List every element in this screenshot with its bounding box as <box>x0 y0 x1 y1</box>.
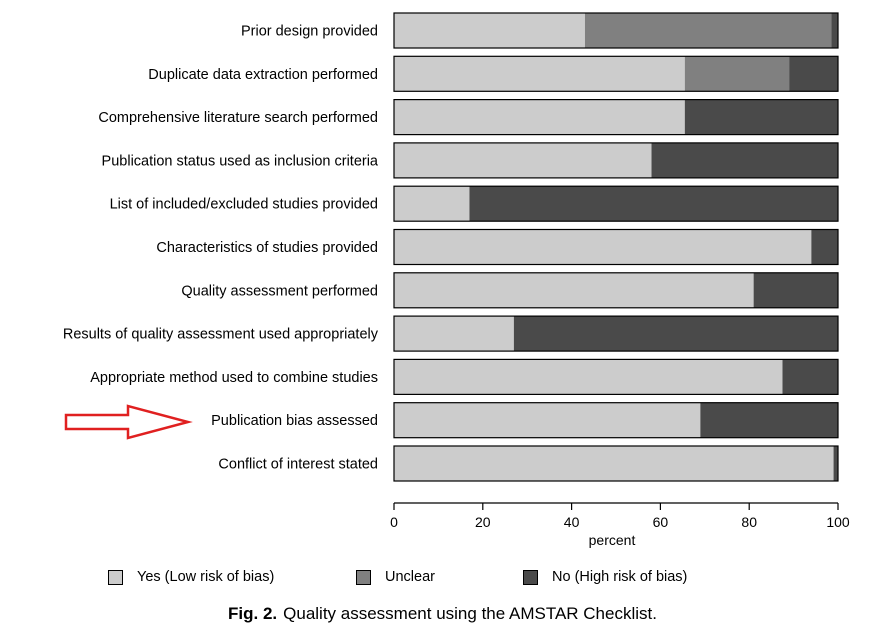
category-label-duplicate-data-extraction-performed: Duplicate data extraction performed <box>148 67 378 83</box>
legend-swatch-no <box>523 569 538 585</box>
bar-outline-characteristics-of-studies-provided <box>393 228 839 266</box>
bar-segment-yes-low-risk-of-bias-publication-status-used-as-inclusion-criteria <box>394 142 652 178</box>
bar-outline-list-of-included-excluded-studies-provided <box>393 185 839 222</box>
category-label-list-of-included-excluded-studies-provided: List of included/excluded studies provid… <box>110 197 378 213</box>
legend-label-yes: Yes (Low risk of bias) <box>137 569 275 585</box>
category-label-conflict-of-interest-stated: Conflict of interest stated <box>218 457 378 473</box>
bar-outline-prior-design-provided <box>393 12 839 49</box>
legend-swatch-unclear <box>356 569 371 585</box>
x-axis: 0 20 40 60 80 100 <box>390 502 850 530</box>
bar-segment-yes-low-risk-of-bias-list-of-included-excluded-studies-provided <box>394 186 470 222</box>
figure-caption: Fig. 2. Quality assessment using the AMST… <box>0 604 885 624</box>
legend-item-unclear: Unclear <box>356 569 435 585</box>
category-label-prior-design-provided: Prior design provided <box>241 24 378 40</box>
bar-outline-results-of-quality-assessment-used-appropriately <box>393 315 839 352</box>
bar-segment-no-high-risk-of-bias-quality-assessment-performed <box>753 272 838 308</box>
bar-segment-no-high-risk-of-bias-publication-bias-assessed <box>700 402 838 438</box>
bars <box>393 12 839 482</box>
legend-swatch-yes <box>108 569 123 585</box>
category-label-characteristics-of-studies-provided: Characteristics of studies provided <box>156 240 378 256</box>
category-label-comprehensive-literature-search-performed: Comprehensive literature search performe… <box>98 110 378 126</box>
bar-segment-yes-low-risk-of-bias-prior-design-provided <box>394 13 585 48</box>
legend-item-yes: Yes (Low risk of bias) <box>108 569 274 585</box>
bar-segment-no-high-risk-of-bias-comprehensive-literature-search-performed <box>684 99 838 135</box>
x-tick-label-20: 20 <box>475 514 491 530</box>
bar-segment-no-high-risk-of-bias-results-of-quality-assessment-used-appropriately <box>513 316 838 352</box>
category-label-publication-bias-assessed: Publication bias assessed <box>211 413 378 429</box>
bar-outline-publication-bias-assessed <box>393 402 839 439</box>
bar-outline-quality-assessment-performed <box>393 272 839 309</box>
x-tick-label-100: 100 <box>826 514 850 530</box>
bar-segment-no-high-risk-of-bias-conflict-of-interest-stated <box>833 446 838 481</box>
category-label-results-of-quality-assessment-used-appropriately: Results of quality assessment used appro… <box>63 327 379 343</box>
bar-segment-no-high-risk-of-bias-list-of-included-excluded-studies-provided <box>469 186 838 222</box>
x-tick-label-80: 80 <box>741 514 757 530</box>
bar-segment-unclear-duplicate-data-extraction-performed <box>684 56 790 92</box>
x-tick-label-60: 60 <box>653 514 669 530</box>
stacked-bar-chart: Prior design provided Duplicate data extr… <box>63 12 850 548</box>
caption-figure-number: Fig. 2. <box>228 604 278 623</box>
bar-outline-conflict-of-interest-stated <box>393 445 839 482</box>
bar-segment-no-high-risk-of-bias-publication-status-used-as-inclusion-criteria <box>651 142 838 178</box>
category-label-quality-assessment-performed: Quality assessment performed <box>181 283 378 299</box>
legend-label-unclear: Unclear <box>385 569 435 585</box>
legend: Yes (Low risk of bias) Unclear No (High … <box>108 569 788 591</box>
bar-segment-yes-low-risk-of-bias-appropriate-method-used-to-combine-studies <box>394 359 783 395</box>
bar-segment-yes-low-risk-of-bias-comprehensive-literature-search-performed <box>394 99 685 135</box>
category-label-publication-status-used-as-inclusion-criteria: Publication status used as inclusion cri… <box>102 153 379 169</box>
caption-text: Quality assessment using the AMSTAR Chec… <box>283 604 657 623</box>
x-tick-label-0: 0 <box>390 514 398 530</box>
legend-label-no: No (High risk of bias) <box>552 569 688 585</box>
bar-segment-yes-low-risk-of-bias-duplicate-data-extraction-performed <box>394 56 685 92</box>
bar-outline-comprehensive-literature-search-performed <box>393 98 839 136</box>
bar-segment-yes-low-risk-of-bias-conflict-of-interest-stated <box>394 446 834 481</box>
bar-outline-publication-status-used-as-inclusion-criteria <box>393 142 839 179</box>
category-label-appropriate-method-used-to-combine-studies: Appropriate method used to combine studi… <box>90 370 378 386</box>
bar-segment-no-high-risk-of-bias-characteristics-of-studies-provided <box>811 229 838 265</box>
category-labels: Prior design provided Duplicate data extr… <box>63 24 379 473</box>
bar-segment-yes-low-risk-of-bias-publication-bias-assessed <box>394 402 701 438</box>
bar-segment-unclear-prior-design-provided <box>584 13 832 48</box>
bar-segment-yes-low-risk-of-bias-characteristics-of-studies-provided <box>394 229 812 265</box>
bar-segment-yes-low-risk-of-bias-results-of-quality-assessment-used-appropriately <box>394 316 514 352</box>
bar-segment-yes-low-risk-of-bias-quality-assessment-performed <box>394 272 754 308</box>
bar-segment-no-high-risk-of-bias-duplicate-data-extraction-performed <box>789 56 838 92</box>
bar-outline-duplicate-data-extraction-performed <box>393 55 839 92</box>
legend-item-no: No (High risk of bias) <box>523 569 687 585</box>
bar-outline-appropriate-method-used-to-combine-studies <box>393 358 839 395</box>
highlight-arrow-icon <box>64 404 193 440</box>
bar-segment-no-high-risk-of-bias-appropriate-method-used-to-combine-studies <box>782 359 838 395</box>
bar-segment-no-high-risk-of-bias-prior-design-provided <box>831 13 838 48</box>
x-tick-label-40: 40 <box>564 514 580 530</box>
x-axis-title: percent <box>589 532 636 548</box>
